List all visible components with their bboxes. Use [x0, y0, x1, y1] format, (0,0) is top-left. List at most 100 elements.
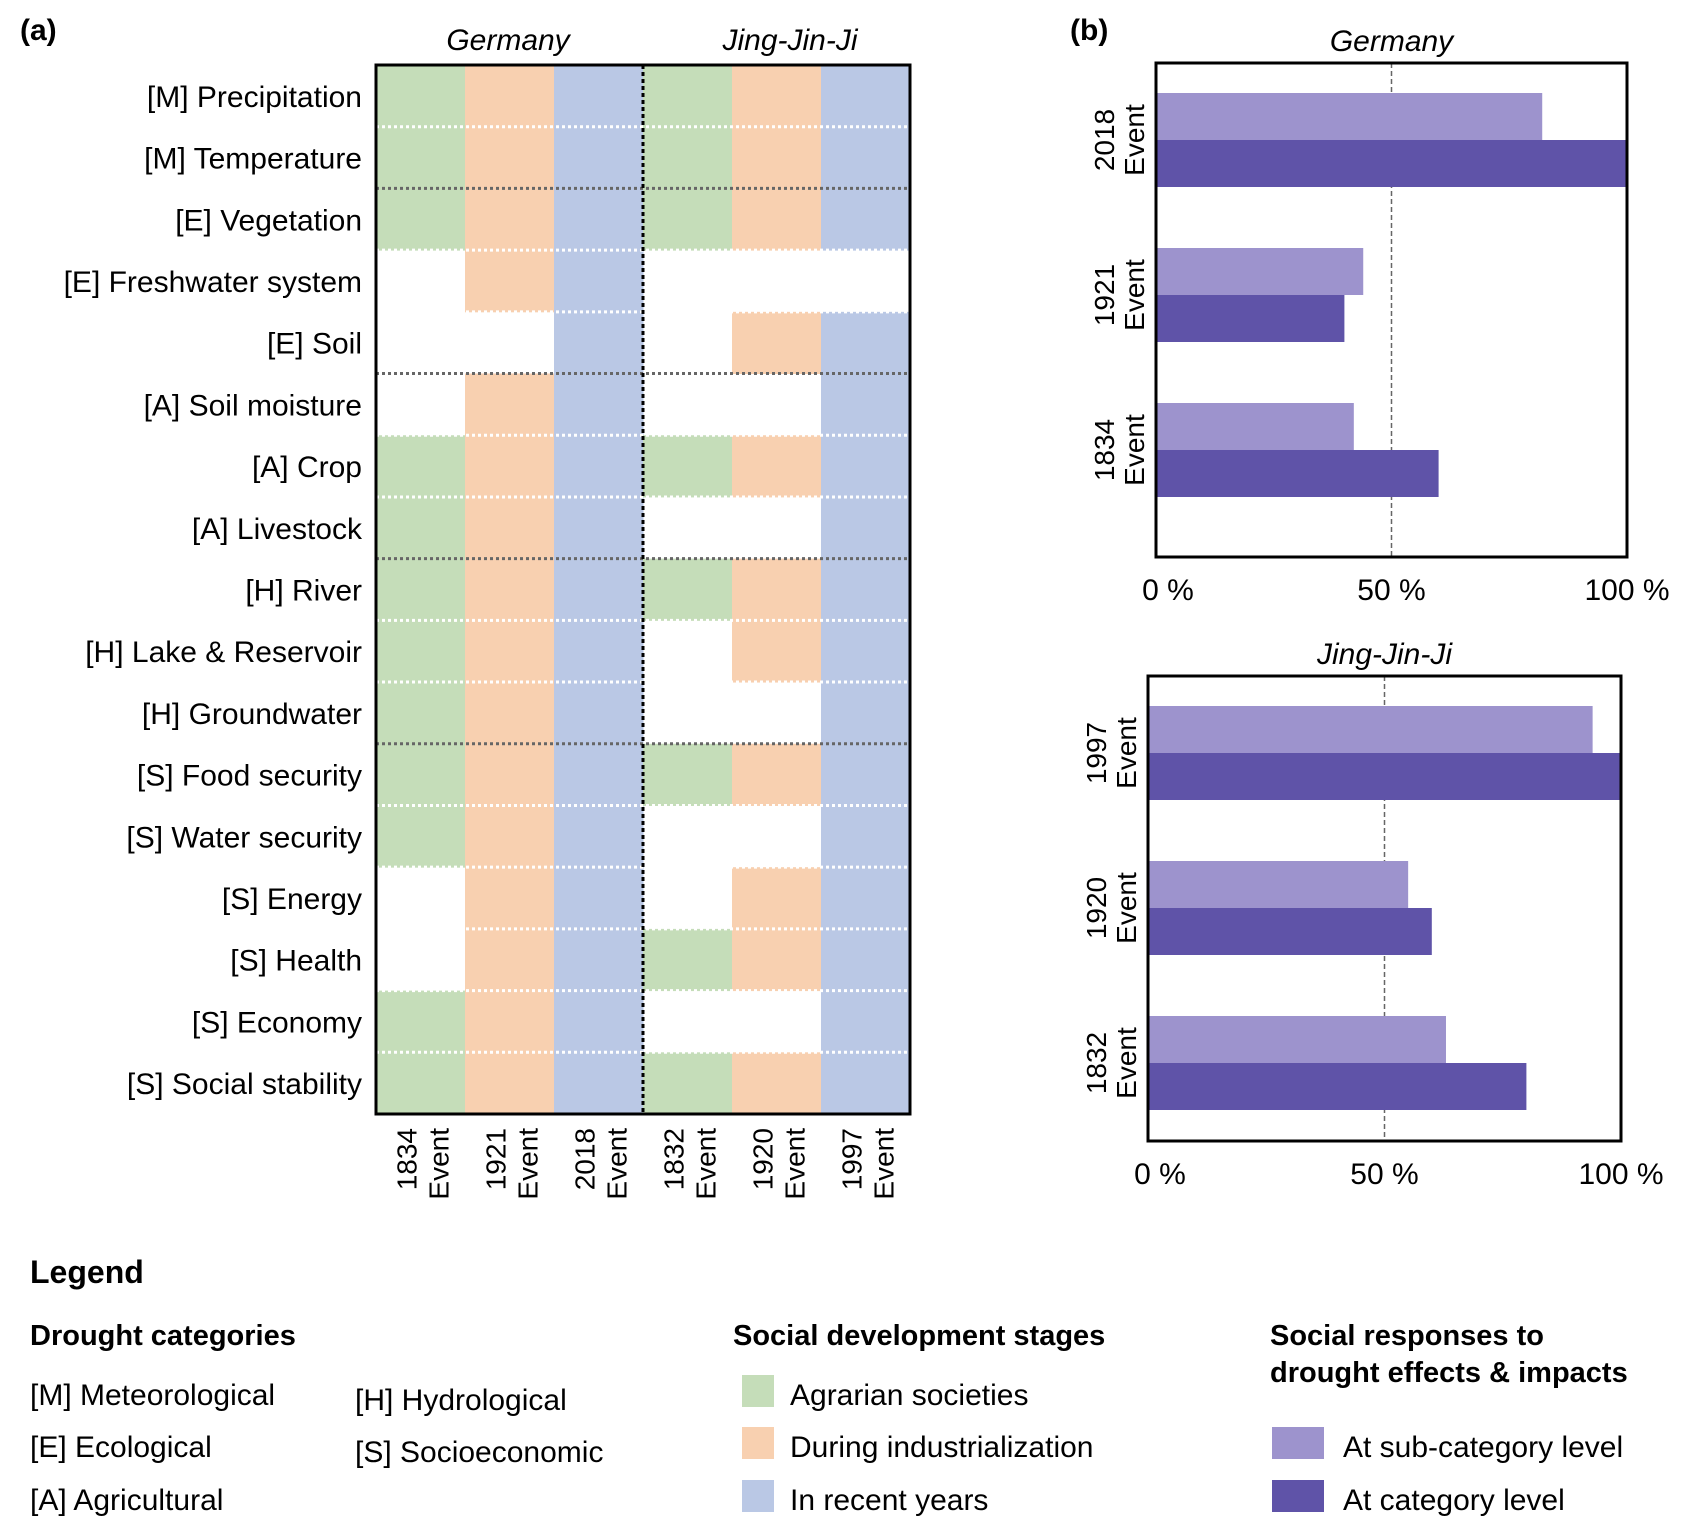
- heatmap-cell: [821, 311, 911, 375]
- heatmap-cell: [821, 743, 911, 806]
- legend-item-meteorological: [M] Meteorological: [30, 1379, 275, 1412]
- heatmap-column-year: 1921: [481, 1128, 512, 1190]
- legend-item-category: At category level: [1343, 1484, 1565, 1517]
- heatmap-cell: [465, 558, 555, 621]
- panel-b-label: (b): [1070, 14, 1108, 47]
- heatmap-cell: [732, 311, 822, 375]
- bar-category-level: [1156, 450, 1439, 497]
- heatmap-column-label: Event: [691, 1128, 722, 1200]
- heatmap-cell: [465, 805, 555, 868]
- panel-a-label: (a): [20, 14, 57, 47]
- bar-sub-category-level: [1148, 1016, 1446, 1063]
- heatmap-cell: [732, 928, 822, 992]
- heatmap-cell: [643, 126, 733, 189]
- bar-chart-title: Germany: [1330, 25, 1455, 58]
- heatmap-column-year: 1920: [748, 1128, 779, 1190]
- responses-title-line2: drought effects & impacts: [1270, 1357, 1628, 1389]
- heatmap-cell: [465, 188, 555, 251]
- heatmap-cell: [643, 435, 733, 498]
- heatmap-cell: [821, 435, 911, 498]
- x-tick-label: 50 %: [1357, 574, 1425, 607]
- heatmap-row-label: [M] Temperature: [144, 143, 362, 176]
- heatmap-cell: [821, 558, 911, 621]
- heatmap-row-label: [A] Livestock: [192, 513, 363, 546]
- heatmap-row-label: [S] Food security: [137, 760, 362, 793]
- heatmap-column-label: Event: [602, 1128, 633, 1200]
- heatmap-row-label: [E] Soil: [267, 328, 362, 361]
- legend-item-sub-category: At sub-category level: [1343, 1431, 1623, 1464]
- heatmap-cell: [465, 373, 555, 436]
- heatmap-cell: [554, 620, 644, 683]
- heatmap-row-label: [H] River: [245, 575, 362, 608]
- heatmap-cell: [554, 496, 644, 560]
- legend-item-recent: In recent years: [790, 1484, 988, 1517]
- heatmap-frame: [374, 63, 912, 1116]
- heatmap-cell: [376, 496, 466, 560]
- heatmap-cell: [376, 620, 466, 683]
- heatmap-cell: [465, 990, 555, 1053]
- heatmap-column-label: Event: [869, 1128, 900, 1200]
- heatmap-cell: [554, 250, 644, 313]
- heatmap-cell: [554, 126, 644, 189]
- swatch-sub-category: [1272, 1427, 1324, 1459]
- heatmap-cell: [821, 188, 911, 251]
- heatmap-row-label: [M] Precipitation: [147, 81, 362, 114]
- heatmap-cell: [554, 928, 644, 992]
- heatmap-cell: [376, 435, 466, 498]
- heatmap-cell: [732, 188, 822, 251]
- bar-category-level: [1156, 295, 1345, 342]
- heatmap-cell: [554, 373, 644, 436]
- heatmap-cell: [821, 373, 911, 436]
- heatmap-row-label: [A] Crop: [252, 451, 362, 484]
- heatmap-cell: [465, 867, 555, 930]
- legend-item-agricultural: [A] Agricultural: [30, 1484, 223, 1517]
- heatmap-cell: [732, 743, 822, 806]
- heatmap-cell: [821, 990, 911, 1053]
- heatmap-cell: [643, 188, 733, 251]
- x-tick-label: 50 %: [1350, 1158, 1418, 1191]
- heatmap-cell: [376, 743, 466, 806]
- heatmap-cell: [465, 250, 555, 313]
- heatmap-row-label: [S] Social stability: [127, 1068, 362, 1101]
- heatmap-cell: [821, 1052, 911, 1115]
- heatmap-row-label: [S] Water security: [126, 821, 362, 854]
- bar-category-level: [1156, 140, 1627, 187]
- heatmap-cell: [465, 620, 555, 683]
- heatmap-cell: [732, 867, 822, 930]
- heatmap-cell: [465, 435, 555, 498]
- bar-sub-category-level: [1156, 403, 1354, 450]
- bar-category-year: 1920: [1081, 877, 1112, 939]
- bar-category-label: Event: [1111, 872, 1142, 944]
- responses-title-line1: Social responses to: [1270, 1320, 1544, 1352]
- heatmap-cell: [821, 496, 911, 560]
- heatmap-column-label: Event: [424, 1128, 455, 1200]
- bar-category-year: 1997: [1081, 722, 1112, 784]
- heatmap-cell: [376, 65, 466, 128]
- heatmap-cell: [376, 558, 466, 621]
- bar-category-level: [1148, 1063, 1527, 1110]
- bar-category-label: Event: [1119, 414, 1150, 486]
- x-tick-label: 0 %: [1142, 574, 1194, 607]
- heatmap-cell: [376, 990, 466, 1053]
- heatmap-cell: [821, 682, 911, 745]
- legend-item-hydrological: [H] Hydrological: [355, 1384, 567, 1417]
- heatmap-cell: [732, 65, 822, 128]
- bar-sub-category-level: [1156, 93, 1543, 140]
- bar-chart-frame: [1146, 674, 1623, 1143]
- legend-item-ecological: [E] Ecological: [30, 1431, 212, 1464]
- legend-title: Legend: [30, 1254, 144, 1290]
- heatmap-cell: [465, 743, 555, 806]
- heatmap-row-label: [E] Vegetation: [175, 204, 362, 237]
- heatmap-group-title-jjj: Jing-Jin-Ji: [721, 24, 858, 57]
- heatmap-cell: [554, 1052, 644, 1115]
- heatmap-row-label: [A] Soil moisture: [144, 389, 362, 422]
- heatmap-column-label: Event: [513, 1128, 544, 1200]
- bar-category-label: Event: [1119, 259, 1150, 331]
- heatmap-cell: [732, 558, 822, 621]
- bar-sub-category-level: [1148, 861, 1409, 908]
- bar-chart-title: Jing-Jin-Ji: [1316, 638, 1453, 671]
- swatch-recent: [742, 1480, 774, 1512]
- heatmap-cell: [821, 805, 911, 868]
